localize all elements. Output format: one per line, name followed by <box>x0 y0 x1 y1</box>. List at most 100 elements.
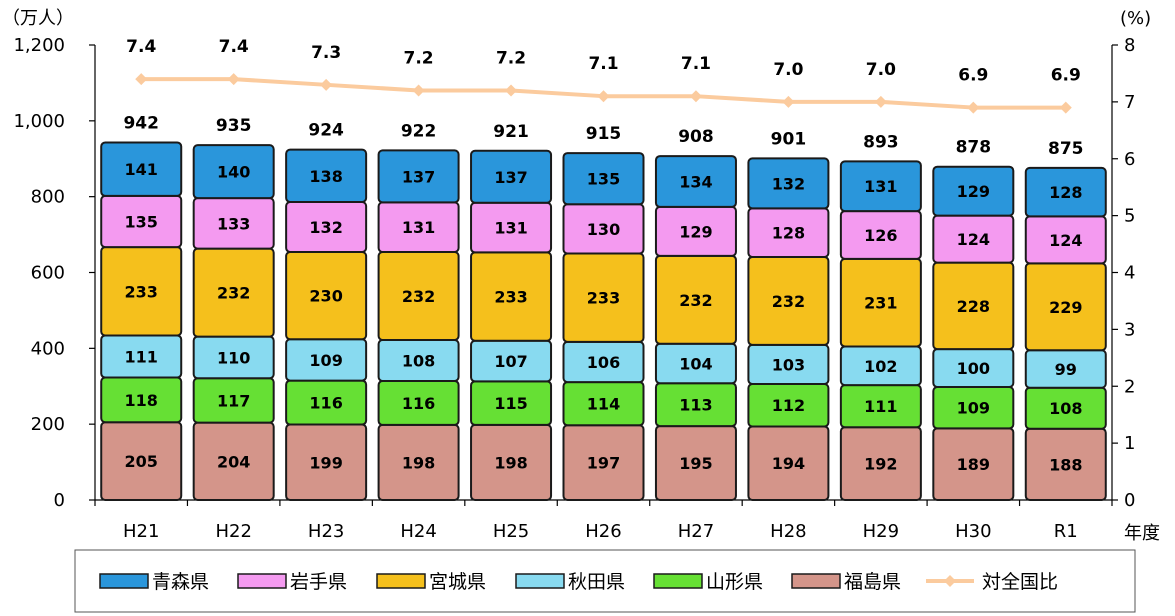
legend-label: 山形県 <box>706 571 763 593</box>
ratio-value-label: 7.3 <box>311 43 341 63</box>
bar-segment <box>654 155 737 208</box>
x-tick-label: H28 <box>770 521 806 542</box>
segment-value-label: 188 <box>1049 455 1082 474</box>
segment-value-label: 102 <box>864 357 897 376</box>
bar-total-label: 878 <box>956 138 992 158</box>
segment-value-label: 126 <box>864 226 897 245</box>
segment-value-label: 138 <box>309 167 342 186</box>
y-axis-unit: （万人） <box>2 8 74 29</box>
segment-value-label: 232 <box>679 291 712 310</box>
bar-segment <box>839 160 922 213</box>
segment-value-label: 132 <box>772 174 805 193</box>
ratio-value-label: 7.1 <box>681 54 711 74</box>
bar-total-label: 921 <box>493 122 529 142</box>
segment-value-label: 112 <box>772 396 805 415</box>
segment-value-label: 232 <box>217 284 250 303</box>
segment-value-label: 189 <box>957 455 990 474</box>
ratio-value-label: 7.0 <box>866 60 896 80</box>
ratio-point <box>874 95 887 108</box>
bar-segment <box>470 149 553 204</box>
ratio-value-label: 7.4 <box>126 37 156 57</box>
y-tick-label: 200 <box>31 414 65 435</box>
segment-value-label: 137 <box>494 168 527 187</box>
segment-value-label: 228 <box>957 297 990 316</box>
segment-value-label: 135 <box>587 170 620 189</box>
segment-value-label: 128 <box>772 224 805 243</box>
segment-value-label: 141 <box>125 160 158 179</box>
legend-swatch <box>237 573 287 589</box>
segment-value-label: 195 <box>679 454 712 473</box>
legend-swatch <box>653 573 703 589</box>
segment-value-label: 204 <box>217 452 250 471</box>
x-axis-label: 年度 <box>1124 523 1160 544</box>
bar-segment <box>1024 166 1107 218</box>
segment-value-label: 104 <box>679 355 712 374</box>
y2-tick-label: 6 <box>1124 149 1135 170</box>
segment-value-label: 130 <box>587 220 620 239</box>
legend-label: 福島県 <box>844 571 901 593</box>
x-tick-label: R1 <box>1054 521 1078 542</box>
segment-value-label: 137 <box>402 167 435 186</box>
ratio-point <box>412 84 425 97</box>
segment-value-label: 197 <box>587 454 620 473</box>
segment-value-label: 108 <box>402 351 435 370</box>
segment-value-label: 232 <box>402 287 435 306</box>
legend-label: 宮城県 <box>429 571 486 593</box>
legend-label: 秋田県 <box>568 571 625 593</box>
bar-segment <box>562 152 645 206</box>
ratio-point <box>505 84 518 97</box>
ratio-value-label: 6.9 <box>1051 66 1081 86</box>
y2-axis-unit: (%) <box>1120 8 1151 29</box>
y2-tick-label: 3 <box>1124 319 1135 340</box>
bar-total-label: 922 <box>401 121 437 141</box>
segment-value-label: 205 <box>125 452 158 471</box>
segment-value-label: 194 <box>772 454 805 473</box>
ratio-value-label: 7.1 <box>588 54 618 74</box>
segment-value-label: 108 <box>1049 399 1082 418</box>
ratio-point <box>320 78 333 91</box>
segment-value-label: 100 <box>957 359 990 378</box>
segment-value-label: 109 <box>957 399 990 418</box>
segment-value-label: 103 <box>772 355 805 374</box>
segment-value-label: 109 <box>309 351 342 370</box>
bar-total-label: 942 <box>123 113 159 133</box>
segment-value-label: 111 <box>125 347 158 366</box>
segment-value-label: 124 <box>957 230 990 249</box>
segment-value-label: 133 <box>217 214 250 233</box>
ratio-value-label: 7.0 <box>773 60 803 80</box>
ratio-point <box>967 101 980 114</box>
y-tick-label: 1,200 <box>13 35 65 56</box>
x-tick-label: H29 <box>863 521 899 542</box>
bar-segment <box>192 144 275 200</box>
segment-value-label: 118 <box>125 391 158 410</box>
bar-total-label: 893 <box>863 132 899 152</box>
segment-value-label: 111 <box>864 397 897 416</box>
segment-value-label: 117 <box>217 391 250 410</box>
bar-total-label: 924 <box>308 121 344 141</box>
y2-tick-label: 1 <box>1124 433 1135 454</box>
bar-segment <box>377 149 460 204</box>
bar-total-label: 915 <box>586 124 622 144</box>
segment-value-label: 192 <box>864 455 897 474</box>
ratio-value-label: 7.2 <box>404 49 434 69</box>
ratio-value-label: 7.4 <box>219 37 249 57</box>
segment-value-label: 131 <box>494 219 527 238</box>
legend-swatch <box>515 573 565 589</box>
ratio-value-label: 6.9 <box>958 66 988 86</box>
legend-label: 対全国比 <box>982 571 1058 593</box>
segment-value-label: 230 <box>309 287 342 306</box>
bar-segment <box>285 148 368 203</box>
bar-total-label: 875 <box>1048 139 1084 159</box>
legend-label: 青森県 <box>152 571 209 593</box>
x-tick-label: H26 <box>585 521 621 542</box>
ratio-point <box>597 90 610 103</box>
legend-line-marker <box>944 575 956 587</box>
segment-value-label: 124 <box>1049 231 1082 250</box>
segment-value-label: 131 <box>864 177 897 196</box>
x-tick-label: H25 <box>493 521 529 542</box>
ratio-point <box>1059 101 1072 114</box>
y-tick-label: 800 <box>31 187 65 208</box>
y-tick-label: 0 <box>54 490 65 511</box>
segment-value-label: 231 <box>864 294 897 313</box>
